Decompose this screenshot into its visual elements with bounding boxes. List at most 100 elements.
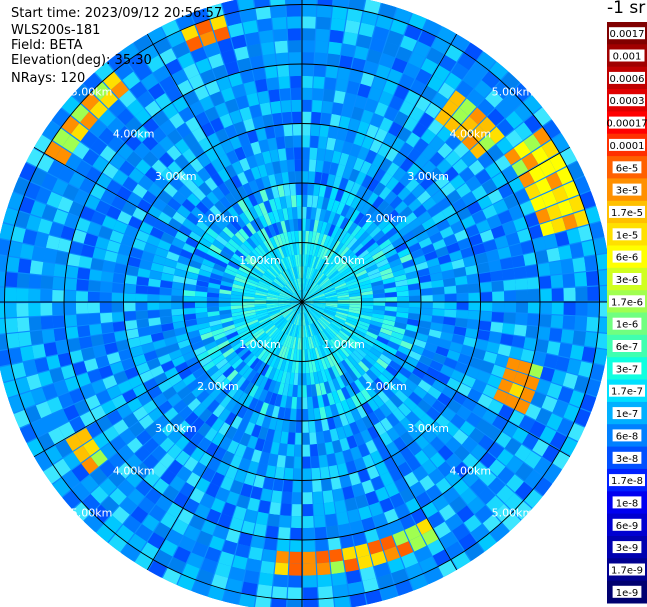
range-bin-cell	[285, 396, 292, 409]
range-bin-cell	[254, 217, 264, 230]
range-bin-cell	[327, 392, 336, 406]
range-bin-cell	[285, 147, 294, 160]
range-bin-cell	[45, 445, 63, 464]
range-bin-cell	[523, 95, 542, 114]
range-bin-cell	[308, 171, 316, 184]
range-bin-cell	[256, 230, 266, 243]
range-bin-cell	[259, 278, 271, 286]
range-bin-cell	[157, 190, 173, 205]
range-bin-cell	[247, 321, 260, 329]
range-bin-cell	[289, 255, 295, 268]
range-bin-cell	[316, 431, 325, 444]
range-bin-cell	[557, 199, 574, 217]
range-bin-cell	[459, 420, 476, 437]
range-bin-cell	[504, 302, 517, 313]
range-bin-cell	[91, 81, 110, 101]
range-bin-cell	[243, 472, 256, 486]
range-bin-cell	[220, 317, 233, 324]
range-bin-cell	[57, 352, 73, 367]
range-bin-cell	[95, 236, 110, 250]
range-bin-cell	[403, 212, 418, 225]
range-bin-cell	[312, 100, 323, 113]
range-bin-cell	[78, 336, 93, 349]
range-bin-cell	[205, 80, 221, 96]
range-bin-cell	[272, 16, 287, 30]
range-bin-cell	[287, 336, 293, 348]
range-bin-cell	[253, 264, 265, 274]
range-bin-cell	[311, 323, 319, 335]
range-bin-cell	[403, 265, 417, 274]
range-bin-cell	[448, 90, 466, 108]
range-bin-cell	[452, 158, 468, 174]
range-bin-cell	[329, 272, 341, 281]
range-bin-cell	[62, 135, 80, 153]
range-bin-cell	[456, 405, 472, 421]
range-bin-cell	[259, 189, 269, 202]
range-bin-cell	[365, 205, 377, 219]
range-bin-cell	[381, 222, 395, 235]
range-bin-cell	[271, 282, 282, 291]
range-bin-cell	[485, 89, 504, 108]
range-bin-cell	[296, 194, 302, 207]
colorbar-tick-box	[609, 49, 645, 62]
range-bin-cell	[552, 185, 569, 203]
range-bin-cell	[217, 213, 230, 227]
range-bin-cell	[305, 361, 310, 374]
range-bin-cell	[220, 476, 234, 491]
range-bin-cell	[147, 286, 160, 295]
range-bin-cell	[579, 191, 596, 209]
range-bin-cell	[345, 384, 356, 398]
range-bin-cell	[306, 267, 312, 279]
range-bin-cell	[282, 287, 293, 295]
range-bin-cell	[168, 349, 183, 361]
range-bin-cell	[145, 422, 161, 438]
range-bin-cell	[465, 366, 480, 379]
range-bin-cell	[432, 65, 451, 82]
range-bin-cell	[373, 293, 386, 298]
range-bin-cell	[124, 366, 139, 380]
range-bin-cell	[551, 217, 567, 234]
range-bin-cell	[305, 230, 310, 243]
range-bin-cell	[214, 200, 227, 214]
range-bin-cell	[278, 303, 291, 307]
range-bin-cell	[397, 302, 410, 308]
range-bin-cell	[518, 171, 535, 188]
range-bin-cell	[350, 334, 362, 344]
range-bin-cell	[451, 551, 471, 570]
range-bin-cell	[68, 172, 86, 189]
range-bin-cell	[160, 512, 178, 529]
range-bin-cell	[382, 319, 396, 327]
range-bin-cell	[218, 551, 235, 567]
range-bin-cell	[237, 57, 252, 73]
range-bin-cell	[284, 270, 292, 282]
range-bin-cell	[312, 88, 324, 101]
range-bin-cell	[134, 552, 154, 570]
range-bin-cell	[281, 491, 292, 504]
colorbar-tick-label: 0.0017	[610, 29, 645, 40]
range-bin-cell	[263, 240, 272, 253]
range-bin-cell	[359, 314, 372, 321]
range-bin-cell	[262, 321, 274, 330]
range-ring	[182, 182, 422, 422]
range-bin-cell	[182, 148, 197, 164]
range-bin-cell	[183, 313, 197, 321]
range-bin-cell	[513, 141, 531, 159]
range-bin-cell	[255, 309, 268, 315]
range-bin-cell	[311, 287, 322, 295]
range-bin-cell	[471, 243, 486, 256]
range-bin-cell	[272, 112, 283, 126]
range-bin-cell	[244, 421, 256, 436]
range-bin-cell	[408, 391, 423, 405]
range-bin-cell	[460, 345, 475, 357]
range-bin-cell	[340, 399, 351, 413]
range-bin-cell	[420, 295, 433, 302]
range-bin-cell	[441, 324, 455, 334]
range-bin-cell	[186, 379, 201, 392]
range-bin-cell	[87, 369, 102, 383]
range-bin-cell	[405, 356, 419, 367]
range-bin-cell	[207, 287, 220, 294]
range-bin-cell	[216, 76, 232, 91]
range-bin-cell	[349, 209, 360, 222]
range-bin-cell	[491, 312, 504, 323]
range-bin-cell	[113, 220, 128, 234]
